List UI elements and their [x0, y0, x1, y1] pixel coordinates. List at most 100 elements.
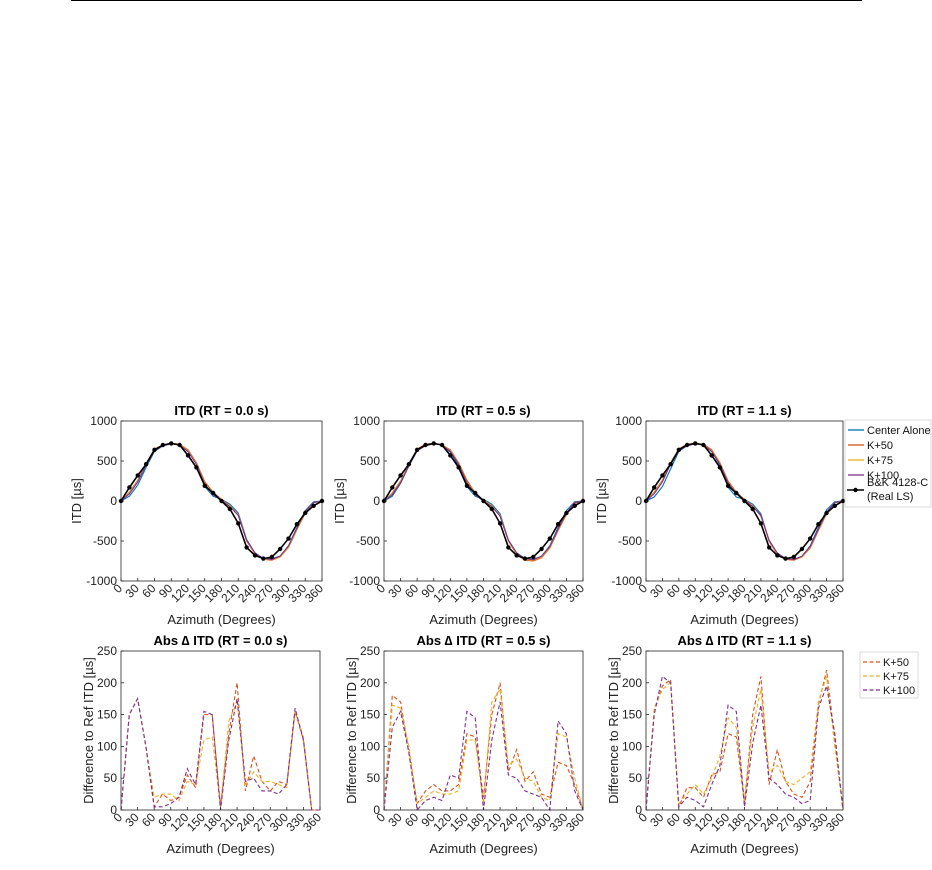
reference-marker [439, 442, 445, 448]
reference-marker [539, 546, 544, 552]
x-axis-label: Azimuth (Degrees) [429, 841, 537, 856]
plot-frame [645, 650, 844, 811]
legend-bottom: K+50 K+75 K+100 [859, 651, 919, 699]
y-tick-label: 0 [373, 803, 380, 817]
y-tick-label: 0 [373, 494, 380, 508]
reference-marker [750, 506, 755, 512]
x-tick-label: 360 [823, 810, 847, 834]
y-tick-label: 100 [360, 739, 380, 753]
reference-marker [766, 545, 772, 550]
reference-marker [564, 510, 569, 516]
y-tick-label: 0 [635, 803, 642, 817]
reference-marker [473, 490, 478, 496]
reference-marker [252, 553, 258, 558]
reference-marker [261, 556, 266, 561]
y-axis-label: Difference to Ref ITD [µs] [606, 657, 621, 804]
y-tick-label: 0 [110, 494, 117, 508]
y-tick-label: 500 [622, 454, 642, 468]
reference-marker [481, 498, 486, 504]
y-axis-label: Difference to Ref ITD [µs] [344, 657, 359, 804]
chart-panel-5: 0306090120150180210240270300330360050100… [344, 633, 587, 856]
reference-marker [294, 522, 300, 527]
reference-marker [725, 483, 731, 488]
series-line-k-75 [383, 687, 584, 811]
x-tick-label: 360 [302, 581, 326, 605]
chart-title: Abs ∆ ITD (RT = 0.5 s) [416, 633, 550, 648]
reference-marker [152, 447, 157, 452]
reference-marker [816, 522, 821, 527]
y-tick-label: 250 [97, 644, 117, 658]
legend-label: K+75 [883, 671, 909, 683]
legend-marker [853, 487, 858, 493]
y-tick-label: 150 [360, 708, 380, 722]
y-tick-label: 0 [110, 803, 117, 817]
chart-title: Abs ∆ ITD (RT = 1.1 s) [677, 633, 811, 648]
series-line-k-75 [120, 697, 320, 811]
reference-marker [277, 546, 283, 552]
x-tick-label: 360 [300, 810, 324, 834]
reference-marker [406, 462, 412, 467]
reference-marker [177, 442, 182, 448]
reference-marker [693, 441, 698, 446]
y-tick-label: 1000 [353, 414, 380, 428]
y-tick-label: 200 [622, 676, 642, 690]
reference-marker [423, 442, 428, 448]
y-tick-label: 150 [622, 708, 642, 722]
x-axis-label: Azimuth (Degrees) [429, 612, 537, 627]
reference-marker [448, 453, 453, 458]
reference-marker [269, 554, 274, 560]
reference-marker [244, 545, 249, 550]
y-tick-label: 50 [367, 771, 381, 785]
reference-marker [431, 441, 436, 446]
reference-marker [840, 498, 846, 504]
y-tick-label: -500 [356, 534, 380, 548]
reference-marker [758, 521, 764, 526]
reference-marker [660, 473, 665, 478]
y-tick-label: 50 [104, 771, 118, 785]
reference-marker [414, 447, 420, 452]
chart-panel-1: 0306090120150180210240270300330360-1000-… [69, 403, 326, 627]
legend-label: K+75 [867, 455, 893, 467]
chart-panel-2: 0306090120150180210240270300330360-1000-… [332, 403, 587, 627]
y-axis-label: ITD [µs] [332, 478, 347, 524]
y-tick-label: 150 [97, 708, 117, 722]
x-axis-label: Azimuth (Degrees) [166, 841, 274, 856]
y-tick-label: 0 [635, 494, 642, 508]
reference-marker [456, 465, 461, 470]
y-tick-label: 100 [97, 739, 117, 753]
chart-title: Abs ∆ ITD (RT = 0.0 s) [153, 633, 287, 648]
y-tick-label: 100 [622, 739, 642, 753]
reference-marker [194, 465, 199, 470]
chart-panel-3: 0306090120150180210240270300330360-1000-… [594, 403, 847, 627]
chart-title: ITD (RT = 1.1 s) [697, 403, 791, 418]
reference-marker [832, 503, 837, 508]
reference-marker [127, 485, 132, 490]
y-axis-label: Difference to Ref ITD [µs] [81, 657, 96, 804]
x-tick-label: 360 [563, 581, 587, 605]
reference-marker [202, 483, 207, 488]
page-top-rule [71, 0, 862, 1]
y-tick-label: 250 [360, 644, 380, 658]
x-tick-label: 360 [563, 810, 587, 834]
x-tick-label: 360 [823, 581, 847, 605]
legend-label: K+50 [883, 657, 909, 669]
chart-panel-6: 0306090120150180210240270300330360050100… [606, 633, 847, 856]
reference-marker [783, 556, 788, 561]
chart-panel-4: 0306090120150180210240270300330360050100… [81, 633, 324, 856]
reference-marker [398, 473, 403, 478]
plot-frame [383, 650, 584, 811]
reference-marker [701, 442, 706, 448]
legend-label: (Real LS) [867, 491, 913, 503]
reference-marker [311, 503, 316, 508]
reference-marker [303, 510, 308, 516]
reference-marker [236, 521, 241, 526]
y-tick-label: 200 [97, 676, 117, 690]
reference-marker [319, 498, 325, 504]
reference-marker [791, 554, 796, 560]
reference-marker [497, 521, 503, 526]
y-axis-label: ITD [µs] [69, 478, 84, 524]
reference-marker [514, 553, 519, 558]
y-axis-label: ITD [µs] [594, 478, 609, 524]
reference-marker [390, 485, 395, 490]
series-line-k-75 [645, 676, 844, 811]
